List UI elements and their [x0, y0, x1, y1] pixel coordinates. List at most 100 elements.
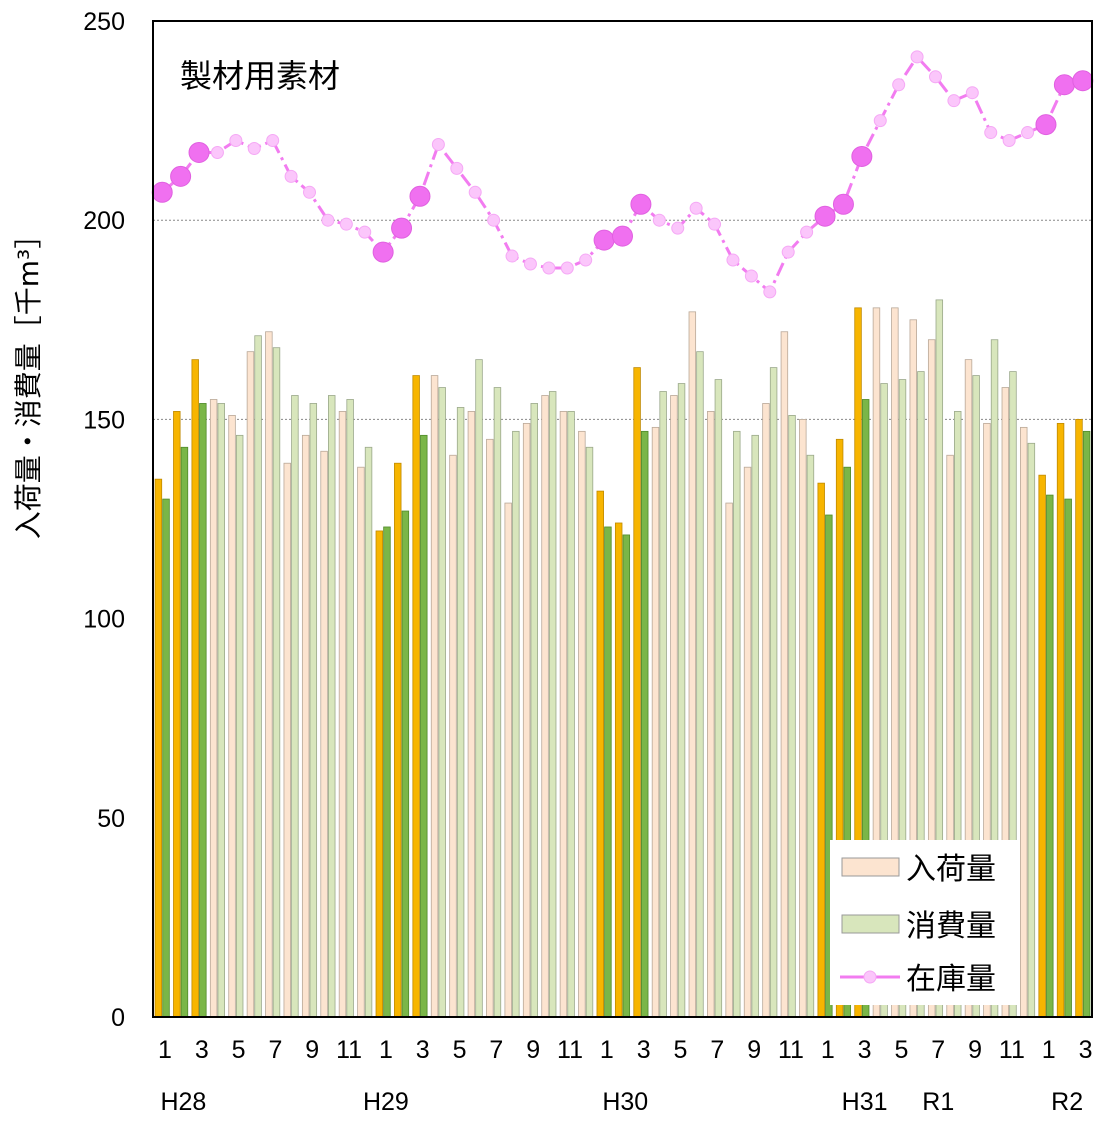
bar-inflow	[209, 399, 218, 1018]
y-tick-label: 0	[111, 1004, 125, 1032]
chart-title: 製材用素材	[180, 57, 340, 95]
bar-consumption	[1027, 442, 1036, 1018]
bar-inflow	[762, 403, 770, 1018]
bar-inflow	[246, 351, 255, 1018]
stock-point	[188, 141, 210, 163]
bar-inflow	[394, 462, 402, 1018]
bar-inflow	[191, 359, 199, 1018]
legend-swatch-consumption	[841, 914, 900, 934]
x-tick-label: 5	[232, 1036, 246, 1064]
stock-point	[708, 217, 722, 231]
bar-consumption	[217, 403, 225, 1018]
stock-point	[910, 50, 924, 64]
gridlines	[153, 219, 1092, 420]
bar-inflow	[651, 426, 660, 1018]
stock-point	[229, 134, 243, 148]
bar-inflow	[449, 454, 457, 1018]
x-tick-label: 7	[710, 1036, 724, 1064]
x-tick-label: 7	[268, 1036, 282, 1064]
bar-inflow	[688, 311, 697, 1018]
x-tick-label: 1	[821, 1036, 835, 1064]
x-tick-label: 1	[600, 1036, 614, 1064]
bar-consumption	[199, 403, 207, 1018]
x-tick-label: 11	[336, 1036, 362, 1064]
stock-point	[671, 221, 685, 235]
stock-point	[284, 169, 298, 183]
bar-consumption	[714, 379, 723, 1018]
stock-point	[523, 257, 537, 271]
bar-inflow	[486, 438, 494, 1018]
stock-point	[892, 78, 906, 92]
y-tick-label: 200	[83, 207, 125, 235]
stock-point	[814, 205, 836, 227]
bar-consumption	[272, 347, 281, 1018]
bar-inflow	[725, 502, 733, 1018]
stock-point	[726, 253, 740, 267]
stock-point	[266, 134, 280, 148]
y-tick-label: 100	[83, 606, 125, 634]
bar-inflow	[780, 331, 789, 1018]
bar-inflow	[596, 490, 604, 1018]
bar-consumption	[659, 391, 667, 1018]
bar-consumption	[585, 446, 594, 1018]
bar-inflow	[1056, 422, 1065, 1018]
bar-inflow	[467, 411, 476, 1018]
bar-consumption	[328, 395, 336, 1018]
y-tick-label: 50	[97, 805, 125, 833]
x-tick-label: 1	[379, 1036, 393, 1064]
bar-consumption	[475, 359, 483, 1018]
stock-point	[151, 181, 173, 203]
stock-point	[965, 86, 979, 100]
stock-point	[1072, 70, 1094, 92]
x-tick-label: 3	[416, 1036, 430, 1064]
x-tick-label: 3	[195, 1036, 209, 1064]
stock-point	[1035, 114, 1057, 136]
bar-inflow	[357, 466, 365, 1018]
stock-point	[303, 185, 316, 199]
stock-point	[929, 70, 942, 84]
bar-consumption	[530, 403, 538, 1018]
x-tick-label: 5	[894, 1036, 908, 1064]
bar-consumption	[346, 399, 354, 1018]
stock-point	[689, 201, 703, 215]
stock-point	[763, 285, 777, 299]
stock-point	[947, 94, 961, 108]
x-tick-label: 11	[999, 1036, 1025, 1064]
bar-inflow	[430, 375, 439, 1018]
stock-point	[873, 114, 887, 128]
bar-consumption	[769, 367, 778, 1018]
stock-point	[612, 225, 633, 247]
bar-consumption	[733, 430, 741, 1018]
stock-point	[372, 241, 394, 263]
x-year-label: R2	[1051, 1088, 1083, 1116]
legend-label-inflow: 入荷量	[906, 852, 996, 887]
stock-point	[321, 213, 335, 227]
stock-point	[744, 269, 758, 283]
x-year-label: H29	[363, 1088, 409, 1116]
bar-consumption	[751, 434, 759, 1018]
bar-inflow	[541, 395, 549, 1018]
stock-point	[1053, 74, 1075, 96]
bar-inflow	[707, 411, 715, 1018]
stock-point	[170, 165, 192, 187]
bar-consumption	[548, 391, 557, 1018]
bar-consumption	[401, 510, 410, 1018]
x-tick-label: 5	[674, 1036, 688, 1064]
stock-point	[579, 253, 593, 267]
bar-inflow	[283, 462, 291, 1018]
stock-point	[391, 217, 413, 239]
stock-point	[984, 126, 998, 140]
x-tick-label: 9	[526, 1036, 540, 1064]
bar-consumption	[254, 335, 262, 1018]
stock-point	[505, 249, 519, 263]
bar-inflow	[1038, 474, 1046, 1018]
bar-consumption	[622, 534, 631, 1018]
bar-consumption	[180, 446, 189, 1018]
legend-label-stock: 在庫量	[906, 962, 996, 997]
stock-point	[358, 225, 372, 239]
stock-point	[1021, 126, 1035, 140]
bar-inflow	[375, 530, 384, 1018]
stock-point	[652, 213, 666, 227]
x-year-labels: H28 H29 H30 H31 R1 R2	[160, 1088, 1083, 1116]
